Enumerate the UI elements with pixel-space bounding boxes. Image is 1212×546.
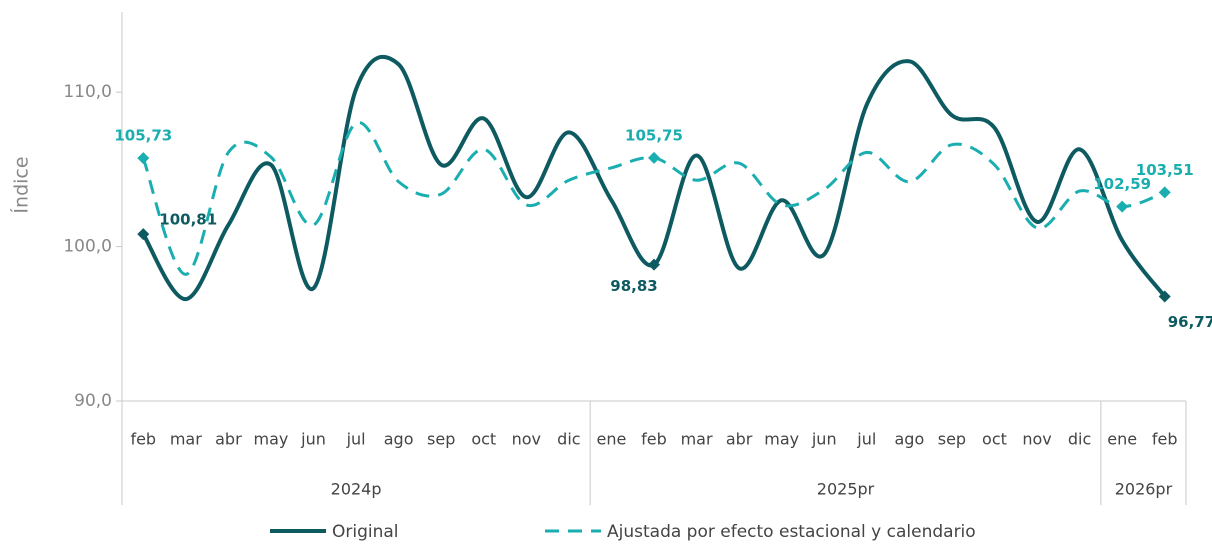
data-label: 105,73 (114, 127, 172, 145)
data-label: 96,77 (1168, 313, 1212, 331)
marker (648, 258, 660, 271)
x-tick-label: sep (938, 430, 966, 449)
x-tick-label: ago (384, 430, 414, 449)
x-tick-label: mar (170, 430, 202, 449)
x-tick-label: jul (346, 430, 366, 449)
marker (1158, 186, 1171, 199)
data-label: 100,81 (159, 211, 217, 229)
group-label: 2024p (331, 480, 382, 499)
data-label: 105,75 (625, 126, 683, 144)
data-label: 102,59 (1093, 175, 1151, 193)
marker (137, 228, 150, 241)
x-tick-label: feb (641, 430, 667, 449)
x-tick-label: sep (427, 430, 455, 449)
y-axis-label: Índice (10, 156, 33, 213)
x-tick-label: may (764, 430, 799, 449)
x-tick-label: jun (300, 430, 326, 449)
x-tick-label: oct (471, 430, 496, 449)
marker (1158, 290, 1171, 303)
x-tick-label: dic (1068, 430, 1091, 449)
legend-label: Original (332, 522, 399, 542)
x-tick-label: abr (726, 430, 753, 449)
marker (648, 151, 660, 164)
marker (137, 152, 150, 165)
x-tick-label: may (254, 430, 289, 449)
x-tick-label: abr (215, 430, 242, 449)
group-label: 2026pr (1115, 480, 1173, 499)
x-tick-label: mar (681, 430, 713, 449)
data-label: 98,83 (610, 277, 657, 295)
y-tick-label: 110,0 (63, 82, 112, 102)
x-tick-label: feb (1152, 430, 1178, 449)
x-tick-label: nov (1022, 430, 1051, 449)
x-tick-label: oct (982, 430, 1007, 449)
group-label: 2025pr (817, 480, 875, 499)
data-label: 103,51 (1136, 161, 1194, 179)
marker (1116, 200, 1129, 213)
x-tick-label: ene (1107, 430, 1137, 449)
line (141, 121, 1166, 276)
legend-label: Ajustada por efecto estacional y calenda… (607, 522, 976, 542)
x-tick-label: ene (597, 430, 627, 449)
x-tick-label: ago (894, 430, 924, 449)
x-tick-label: jun (811, 430, 837, 449)
y-tick-label: 100,0 (63, 237, 112, 257)
x-tick-label: feb (130, 430, 156, 449)
x-tick-label: dic (557, 430, 580, 449)
y-tick-label: 90,0 (74, 391, 112, 411)
x-tick-label: nov (512, 430, 541, 449)
x-tick-label: jul (856, 430, 876, 449)
